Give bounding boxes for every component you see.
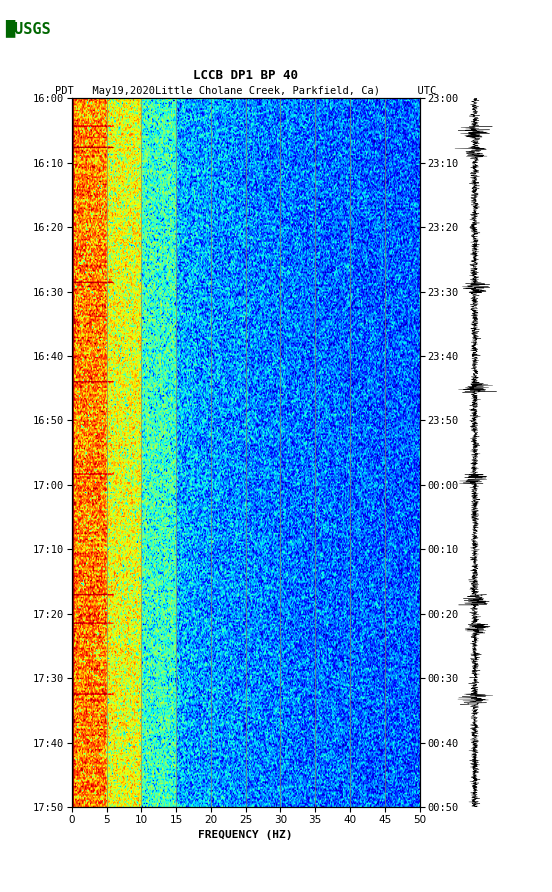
X-axis label: FREQUENCY (HZ): FREQUENCY (HZ) bbox=[198, 830, 293, 840]
Text: LCCB DP1 BP 40: LCCB DP1 BP 40 bbox=[193, 70, 298, 82]
Text: PDT   May19,2020Little Cholane Creek, Parkfield, Ca)      UTC: PDT May19,2020Little Cholane Creek, Park… bbox=[55, 86, 436, 96]
Text: █USGS: █USGS bbox=[6, 20, 51, 37]
